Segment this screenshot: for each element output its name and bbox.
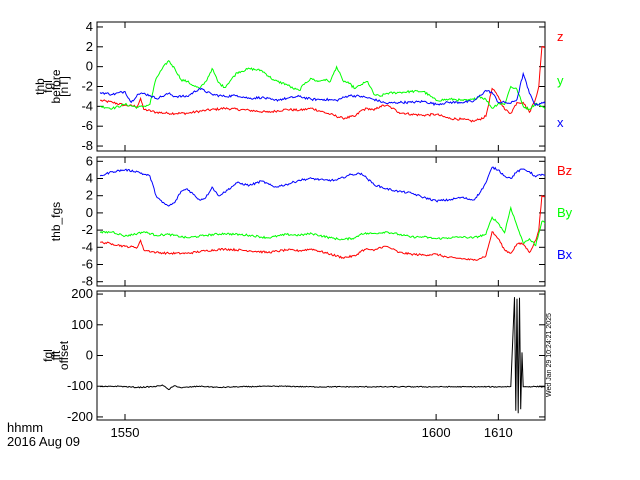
legend-label-by: By <box>557 205 573 220</box>
y-axis-label: before <box>49 69 63 103</box>
y-tick-label: -2 <box>81 79 93 94</box>
y-tick-label: 2 <box>86 188 93 203</box>
series-line-x <box>99 71 545 107</box>
y-axis-label: [nT] <box>57 76 71 97</box>
y-tick-label: 0 <box>86 205 93 220</box>
panel-frame <box>96 21 546 152</box>
legend-label-x: x <box>557 115 564 130</box>
y-tick-label: -4 <box>81 98 93 113</box>
y-tick-label: -200 <box>67 409 93 424</box>
legend-label-bz: Bz <box>557 163 572 178</box>
y-axis-label: offset <box>57 340 71 370</box>
y-tick-label: -8 <box>81 138 93 153</box>
y-tick-label: 100 <box>71 317 93 332</box>
y-axis-label: thb_fgs <box>49 202 63 241</box>
series-line-y <box>99 60 545 111</box>
series-line-z <box>100 45 545 123</box>
timestamp-stamp: Wed Jan 29 10:24:21 2025 <box>546 313 553 397</box>
y-tick-label: -100 <box>67 378 93 393</box>
series-line-bz <box>100 194 545 261</box>
y-tick-label: 0 <box>86 59 93 74</box>
legend-label-y: y <box>557 73 564 88</box>
y-axis-label: fgl <box>41 349 55 362</box>
y-tick-label: 0 <box>86 348 93 363</box>
panel-frame <box>96 156 546 287</box>
y-tick-label: 6 <box>86 153 93 168</box>
date-label: 2016 Aug 09 <box>7 434 81 449</box>
panel-frame <box>96 290 546 421</box>
y-axis-label: thb <box>33 78 47 95</box>
x-tick-label: 1600 <box>422 425 451 440</box>
trace-group <box>99 166 545 261</box>
y-tick-label: -6 <box>81 257 93 272</box>
y-tick-label: 200 <box>71 286 93 301</box>
y-tick-label: 4 <box>86 19 93 34</box>
y-tick-label: -6 <box>81 118 93 133</box>
y-tick-label: 2 <box>86 39 93 54</box>
trace-group <box>99 45 545 123</box>
y-axis-label: fgl <box>41 80 55 93</box>
legend-label-z: z <box>557 29 564 44</box>
panel-2: 6 4 2 0 -2 -4 -6 -8 thb_fgs Bz By Bx <box>49 153 573 288</box>
y-tick-label: 4 <box>86 171 93 186</box>
trace-group <box>99 297 545 414</box>
y-axis-label: fft <box>49 350 63 360</box>
y-tick-label: -4 <box>81 239 93 254</box>
legend-label-bx: Bx <box>557 247 573 262</box>
series-line-offset <box>99 297 545 414</box>
series-line-bx <box>99 166 545 207</box>
x-unit-label: hhmm <box>7 420 44 435</box>
y-tick-label: -8 <box>81 274 93 289</box>
x-tick-label: 1550 <box>111 425 140 440</box>
x-tick-label: 1610 <box>484 425 513 440</box>
y-tick-label: -2 <box>81 222 93 237</box>
series-line-by <box>99 205 545 247</box>
